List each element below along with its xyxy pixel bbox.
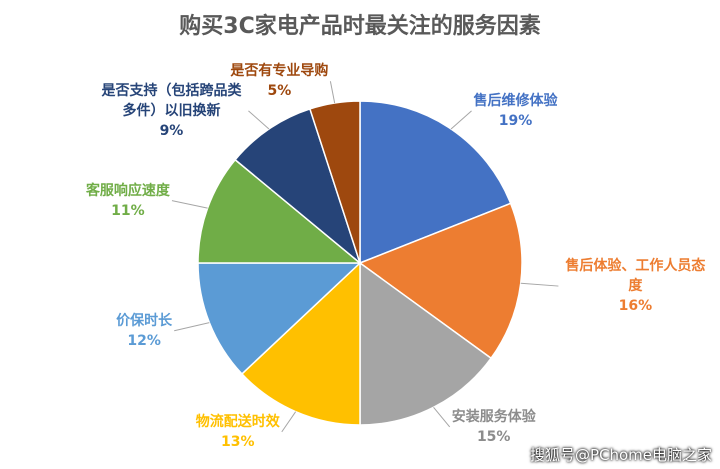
leader-line [329,81,336,104]
slice-label: 售后体验、工作人员态度 16% [560,256,710,316]
slice-label: 售后维修体验 19% [474,91,558,131]
category-label: 是否有专业导购 [230,63,329,80]
value-label: 19% [498,112,533,129]
pie-slice [234,107,362,266]
value-label: 11% [111,202,145,219]
pie-slice [359,261,493,426]
category-label: 物流配送时效 [195,413,280,430]
slice-label: 价保时长 12% [116,311,172,351]
leader-line [450,110,472,130]
slice-label: 是否有专业导购 5% [230,61,328,101]
category-label: 售后维修体验 [473,92,558,109]
value-label: 9% [159,122,184,139]
watermark: 搜狐号@PChome电脑之家 [529,446,712,464]
category-label: 价保时长 [116,312,173,329]
pie-slice [359,100,512,265]
value-label: 12% [127,332,161,349]
slice-label: 客服响应速度 11% [86,181,170,221]
leader-line [248,110,270,130]
chart-title: 购买3C家电产品时最关注的服务因素 [179,14,541,39]
category-label: 售后体验、工作人员态度 [565,258,706,295]
slice-label: 是否支持（包括跨品类多件）以旧换新 9% [96,81,246,141]
category-label: 安装服务体验 [451,408,536,425]
leader-line [433,407,451,428]
category-label: 是否支持（包括跨品类多件）以旧换新 [101,82,242,119]
category-label: 客服响应速度 [85,182,170,199]
value-label: 15% [476,428,511,445]
value-label: 16% [618,298,653,315]
pie-slice [308,100,361,264]
leader-line [520,282,559,287]
slice-label: 安装服务体验 15% [452,407,536,447]
value-label: 5% [267,83,292,100]
leader-line [281,411,297,433]
leader-line [174,322,210,332]
pie-slice [197,158,363,264]
slice-label: 物流配送时效 13% [196,412,280,452]
leader-line [171,200,208,209]
pie-slice [240,261,361,426]
value-label: 13% [221,433,255,450]
